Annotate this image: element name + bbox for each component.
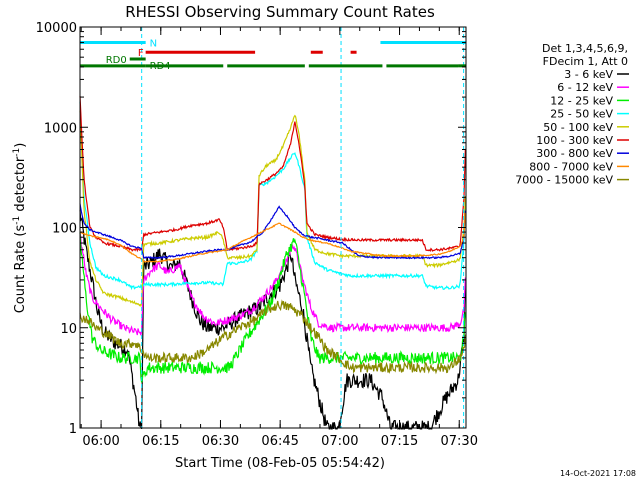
flag-label-f: F (138, 48, 144, 59)
y-tick-label: 10000 (36, 21, 77, 36)
legend-entry-3-6-kev: 3 - 6 keV (564, 68, 613, 81)
legend-header-line-1: Det 1,3,4,5,6,9, (542, 42, 628, 55)
legend-entry-12-25-kev: 12 - 25 keV (550, 94, 613, 107)
legend-header-line-2: FDecim 1, Att 0 (543, 55, 628, 68)
footer-timestamp: 14-Oct-2021 17:08 (560, 469, 636, 478)
series-line-100-300-kev (79, 96, 466, 253)
x-axis-label: Start Time (08-Feb-05 05:54:42) (175, 456, 385, 471)
x-tick-label: 06:15 (142, 434, 179, 449)
x-tick-label: 07:00 (321, 434, 358, 449)
y-tick-label: 1000 (44, 121, 77, 136)
flag-label-rd0: RD0 (106, 55, 127, 66)
legend-entry-25-50-kev: 25 - 50 keV (550, 108, 613, 121)
legend-entry-7000-15000-kev: 7000 - 15000 keV (515, 174, 613, 187)
legend-entry-6-12-kev: 6 - 12 keV (557, 81, 613, 94)
x-tick-label: 06:30 (202, 434, 239, 449)
x-tick-label: 06:00 (82, 434, 119, 449)
series-line-25-50-kev (79, 101, 466, 291)
y-tick-label: 1 (69, 422, 77, 437)
series-line-12-25-kev (79, 232, 466, 383)
y-tick-label: 10 (60, 322, 77, 337)
series-line-300-800-kev (79, 203, 466, 260)
x-tick-label: 07:30 (441, 434, 478, 449)
legend-entry-800-7000-kev: 800 - 7000 keV (529, 160, 613, 173)
legend-entry-100-300-kev: 100 - 300 keV (536, 134, 613, 147)
y-tick-label: 100 (52, 222, 77, 237)
series-line-7000-15000-kev (79, 299, 466, 375)
chart-title: RHESSI Observing Summary Count Rates (125, 3, 435, 21)
flag-label-rd4: RD4 (150, 61, 171, 72)
series-line-800-7000-kev (79, 212, 466, 263)
flag-label-n: N (150, 39, 157, 50)
y-axis-label: Count Rate (s-1 detector-1) (12, 143, 28, 314)
legend-entry-50-100-kev: 50 - 100 keV (543, 121, 613, 134)
x-tick-label: 06:45 (261, 434, 298, 449)
legend-entry-300-800-kev: 300 - 800 keV (536, 147, 613, 160)
series-line-3-6-kev (79, 210, 466, 430)
series-line-6-12-kev (79, 233, 466, 336)
x-tick-label: 07:15 (381, 434, 418, 449)
